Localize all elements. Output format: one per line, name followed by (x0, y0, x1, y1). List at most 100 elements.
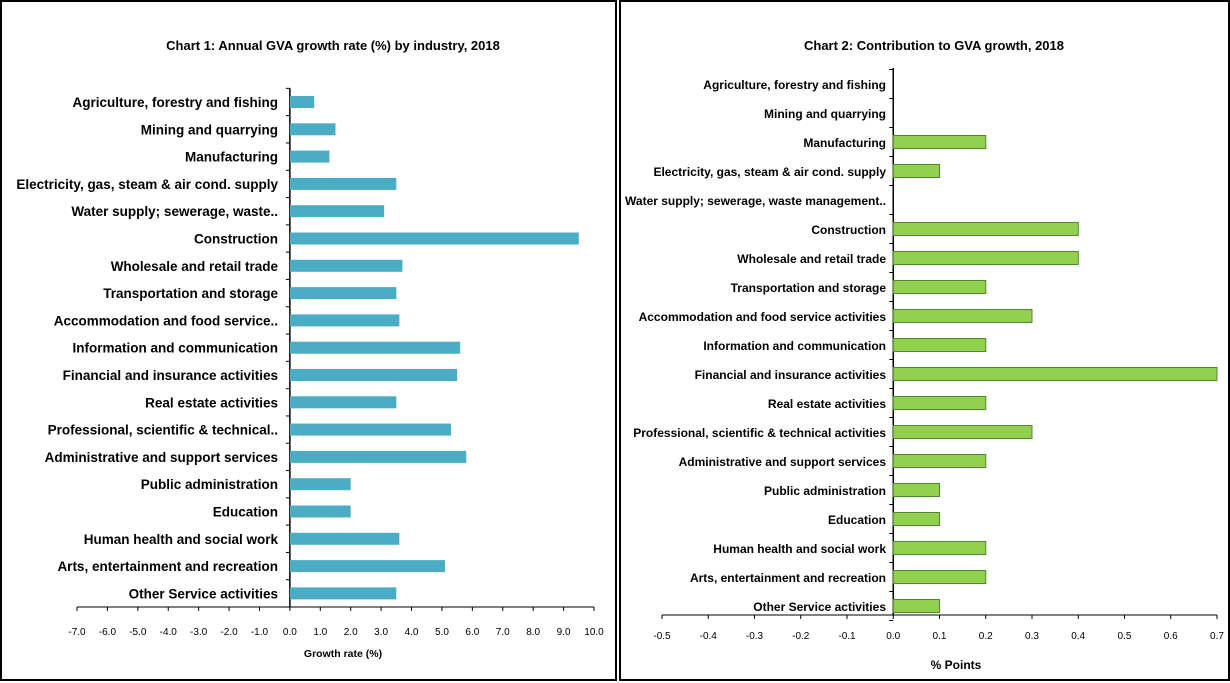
category-label: Wholesale and retail trade (111, 259, 279, 274)
chart2-panel: Chart 2: Contribution to GVA growth, 201… (619, 0, 1230, 681)
x-tick-label: -3.0 (190, 627, 208, 638)
bar (289, 177, 397, 190)
category-label: Public administration (764, 484, 886, 498)
x-tick-label: 0.0 (283, 627, 297, 638)
x-tick-label: 7.0 (496, 627, 510, 638)
x-tick-label: -6.0 (99, 627, 117, 638)
bar (289, 314, 400, 327)
x-tick-label: 3.0 (374, 627, 388, 638)
bar (892, 309, 1033, 323)
category-label: Human health and social work (84, 532, 279, 547)
x-tick-label: -0.1 (838, 631, 856, 642)
x-tick-label: 0.4 (1071, 631, 1085, 642)
category-label: Real estate activities (145, 395, 278, 410)
category-label: Construction (811, 223, 886, 237)
bar (892, 164, 940, 178)
category-label: Financial and insurance activities (695, 368, 887, 382)
x-tick-label: -0.3 (746, 631, 764, 642)
bar (289, 560, 445, 573)
category-label: Real estate activities (768, 397, 886, 411)
category-label: Construction (194, 232, 278, 247)
x-tick-label: -2.0 (220, 627, 238, 638)
x-tick-label: 5.0 (435, 627, 449, 638)
x-tick-label: 0.2 (979, 631, 993, 642)
category-label: Transportation and storage (103, 286, 278, 301)
x-tick-label: -5.0 (129, 627, 147, 638)
x-tick-label: -0.2 (792, 631, 810, 642)
bar (892, 425, 1033, 439)
x-tick-label: -0.5 (653, 631, 671, 642)
category-label: Agriculture, forestry and fishing (703, 78, 886, 92)
bar (289, 587, 397, 600)
category-label: Other Service activities (129, 586, 278, 601)
x-tick-label: 0.5 (1118, 631, 1132, 642)
chart1-title: Chart 1: Annual GVA growth rate (%) by i… (166, 38, 500, 53)
category-label: Agriculture, forestry and fishing (72, 95, 278, 110)
x-tick-label: 4.0 (405, 627, 419, 638)
chart2-svg: Chart 2: Contribution to GVA growth, 201… (625, 38, 1224, 672)
bar (289, 205, 385, 218)
x-tick-label: -4.0 (160, 627, 178, 638)
x-tick-label: 0.7 (1210, 631, 1224, 642)
bar (892, 599, 940, 613)
category-label: Information and communication (703, 339, 886, 353)
bar (289, 369, 458, 381)
category-label: Professional, scientific & technical act… (633, 426, 886, 440)
category-label: Water supply; sewerage, waste.. (71, 204, 278, 219)
chart2-title: Chart 2: Contribution to GVA growth, 201… (804, 38, 1064, 53)
x-tick-label: -0.4 (700, 631, 718, 642)
category-label: Electricity, gas, steam & air cond. supp… (16, 177, 278, 192)
bar (892, 280, 987, 294)
x-tick-label: 8.0 (526, 627, 540, 638)
category-label: Financial and insurance activities (63, 368, 278, 383)
category-label: Arts, entertainment and recreation (690, 571, 886, 585)
category-label: Education (213, 505, 278, 520)
bar (289, 150, 330, 163)
x-tick-label: 0.3 (1025, 631, 1039, 642)
x-tick-label: 10.0 (584, 627, 604, 638)
bar (289, 287, 397, 300)
x-tick-label: -1.0 (251, 627, 269, 638)
bar (289, 450, 467, 463)
bar (892, 367, 1218, 381)
category-label: Professional, scientific & technical.. (48, 423, 278, 438)
category-label: Accommodation and food service activitie… (639, 310, 887, 324)
category-label: Information and communication (72, 341, 278, 356)
category-label: Mining and quarrying (141, 122, 278, 137)
bar (289, 259, 403, 272)
chart1-x-axis-label: Growth rate (%) (304, 648, 382, 660)
bar (289, 341, 461, 354)
category-label: Manufacturing (803, 136, 886, 150)
category-label: Other Service activities (753, 600, 886, 614)
category-label: Mining and quarrying (764, 107, 886, 121)
chart1-svg: Chart 1: Annual GVA growth rate (%) by i… (16, 38, 604, 660)
x-tick-label: 0.6 (1164, 631, 1178, 642)
bar (289, 423, 452, 436)
x-tick-label: 6.0 (465, 627, 479, 638)
bar (289, 232, 579, 245)
bar (892, 396, 987, 410)
category-label: Transportation and storage (731, 281, 887, 295)
x-tick-label: 1.0 (313, 627, 327, 638)
bar (289, 532, 400, 545)
bar (289, 123, 336, 136)
category-label: Electricity, gas, steam & air cond. supp… (653, 165, 886, 179)
category-label: Administrative and support services (45, 450, 278, 465)
category-label: Education (828, 513, 886, 527)
bar (892, 222, 1079, 236)
bar (289, 505, 351, 518)
bar (892, 483, 940, 497)
x-tick-label: 2.0 (344, 627, 358, 638)
category-label: Accommodation and food service.. (54, 313, 278, 328)
bar (892, 454, 987, 468)
bar (289, 96, 315, 108)
category-label: Human health and social work (713, 542, 886, 556)
x-tick-label: 9.0 (557, 627, 571, 638)
bar (892, 251, 1079, 265)
bar (892, 135, 987, 149)
x-tick-label: 0.0 (886, 631, 900, 642)
bar (289, 396, 397, 409)
category-label: Arts, entertainment and recreation (57, 559, 278, 574)
category-label: Wholesale and retail trade (737, 252, 886, 266)
x-tick-label: 0.1 (933, 631, 947, 642)
